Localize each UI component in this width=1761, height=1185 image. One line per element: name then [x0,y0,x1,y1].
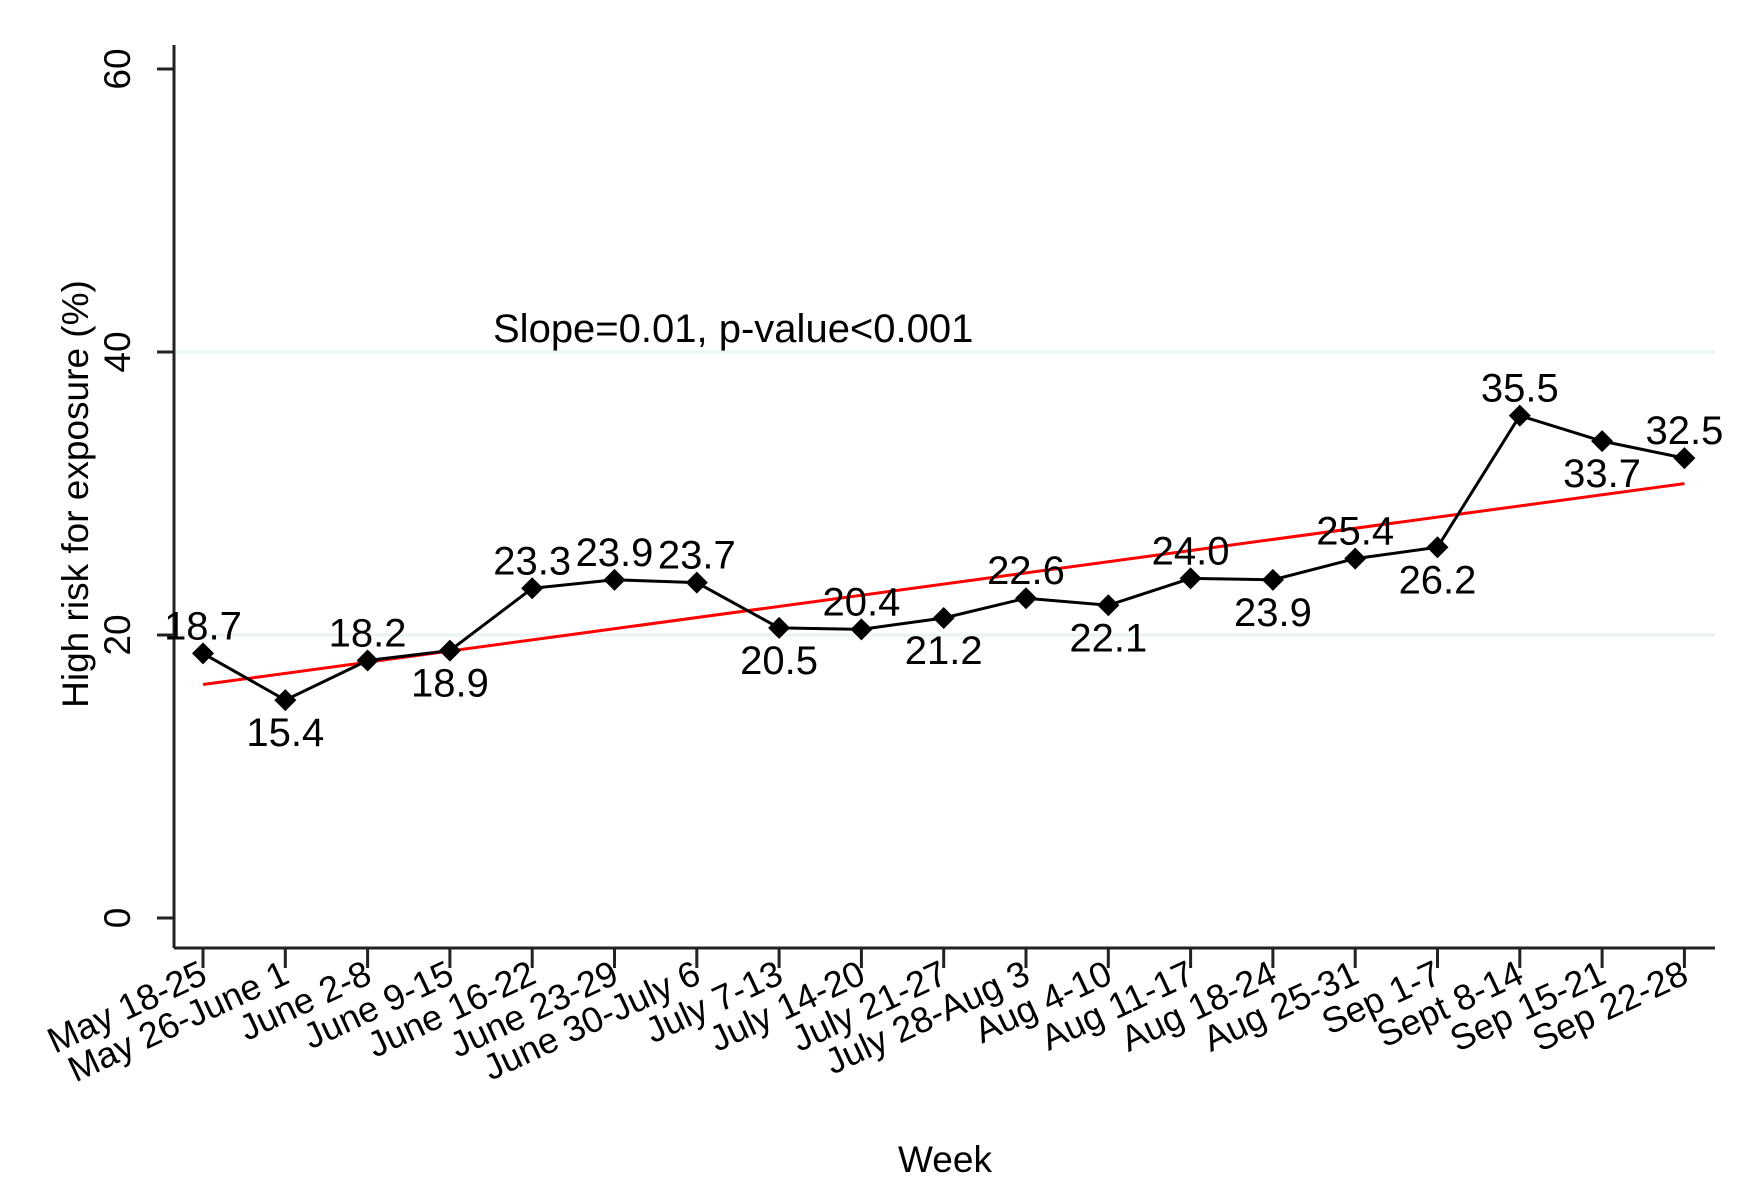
data-label: 24.0 [1152,529,1230,573]
data-label: 21.2 [905,629,983,673]
data-label: 18.2 [329,611,407,655]
data-label: 15.4 [246,711,324,755]
data-label: 23.3 [493,539,571,583]
diamond-marker [1344,547,1367,570]
diamond-marker [1508,404,1531,427]
data-label: 26.2 [1399,558,1477,602]
y-axis-title: High risk for exposure (%) [55,280,96,708]
data-label: 20.5 [740,639,818,683]
axes [172,45,1715,950]
y-gridlines [176,350,1715,637]
y-tick-label: 20 [97,614,138,655]
diamond-marker [850,618,873,641]
data-label: 33.7 [1563,452,1641,496]
data-label: 35.5 [1481,367,1559,411]
data-label: 23.9 [1234,591,1312,635]
diamond-marker [1591,430,1614,453]
diamond-marker [685,571,708,594]
diamond-marker [1179,567,1202,590]
y-axis-ticks: 0 20 40 60 [97,48,174,928]
data-labels: 18.715.418.218.923.3 23.9 23.720.520.421.2… [164,367,1723,755]
diamond-marker [356,649,379,672]
data-label: 32.5 [1645,409,1723,453]
diamond-marker [1673,447,1696,470]
diamond-marker [1097,594,1120,617]
diamond-marker [521,577,544,600]
diamond-marker [192,642,214,665]
diamond-marker [274,689,297,712]
data-label: 25.4 [1316,510,1394,554]
x-axis-title: Week [898,1139,992,1180]
data-label: 23.9 [576,531,654,575]
data-label: 18.7 [164,604,242,648]
y-tick-label: 60 [97,48,138,89]
diamond-marker [1426,536,1449,559]
data-label: 18.9 [411,662,489,706]
data-series [192,404,1696,712]
diamond-marker [603,568,626,591]
slope-annotation: Slope=0.01, p-value<0.001 [493,307,973,351]
data-label: 22.1 [1069,616,1147,660]
data-label: 20.4 [822,580,900,624]
y-tick-label: 0 [97,908,138,929]
diamond-marker [932,607,955,630]
data-label: 23.7 [658,534,736,578]
diamond-marker [1261,568,1284,591]
y-tick-label: 40 [97,331,138,372]
data-label: 22.6 [987,549,1065,593]
diamond-marker [768,616,791,639]
diamond-marker [438,639,461,662]
diamond-marker [1015,587,1037,610]
